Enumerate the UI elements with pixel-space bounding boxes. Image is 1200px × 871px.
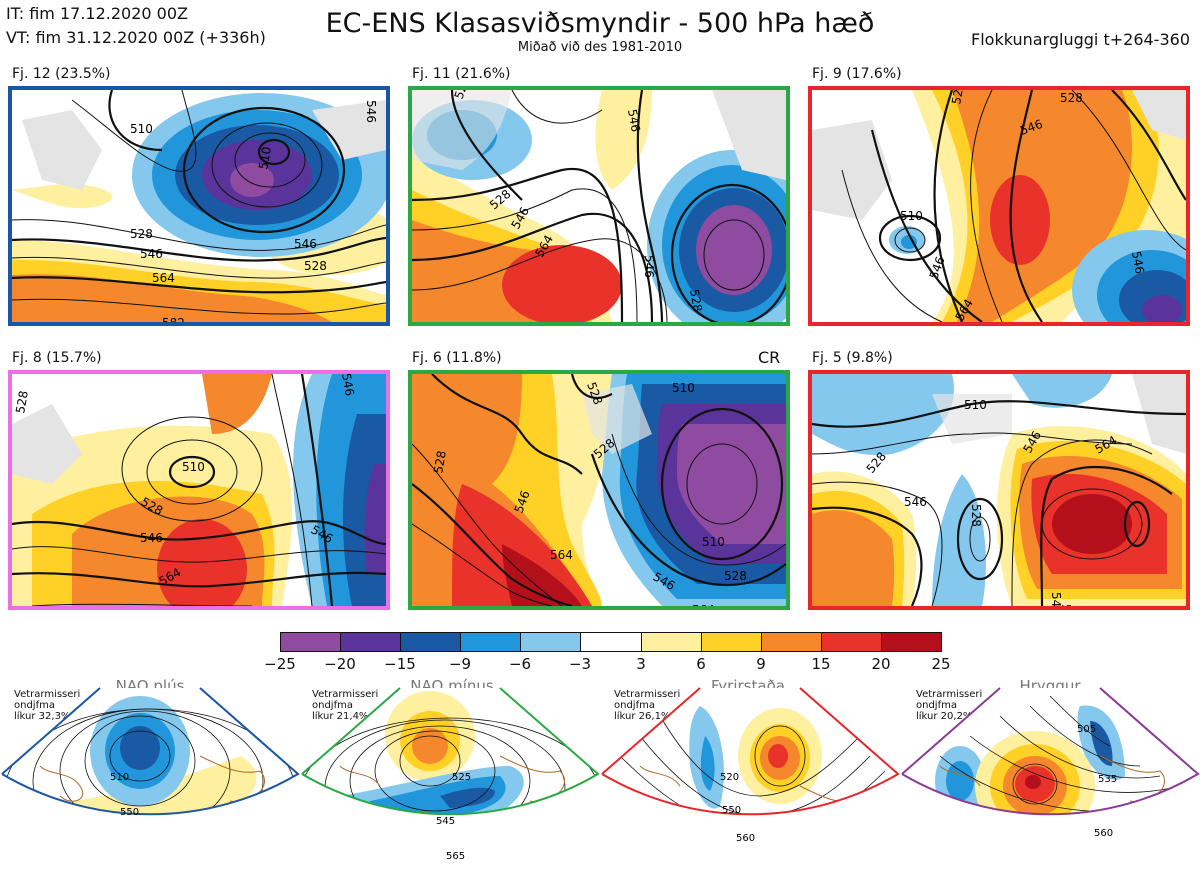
colorbar-tick: 9 — [756, 655, 766, 673]
panel-label-5: Fj. 6 (11.8%) — [412, 350, 502, 366]
contour-label: 546 — [364, 100, 378, 123]
panel-label-1: Fj. 12 (23.5%) — [12, 66, 111, 82]
regime-map-hryggur: 505 535 560 — [901, 687, 1200, 839]
contour-label: 528 — [130, 227, 153, 241]
regime-note-nao-minus: Vetrarmisseri ondjfma líkur 21,4% — [312, 689, 379, 722]
contour-label: 546 — [1129, 250, 1147, 275]
contour-label: 528 — [1060, 91, 1083, 105]
contour-label: 560 — [1094, 828, 1113, 839]
colorbar-swatch — [461, 633, 522, 651]
contour-label: 528 — [13, 390, 31, 415]
panel-cluster-11: 546 528 546 564 546 528 528 — [408, 86, 790, 326]
map-cluster-11: 546 528 546 564 546 528 528 — [412, 90, 786, 322]
regime-map-nao-minus: 525 545 565 — [301, 687, 600, 862]
contour-label: 510 — [256, 146, 274, 171]
regime-map-nao-plus: 510 550 — [1, 687, 300, 818]
contour-label: 520 — [720, 772, 739, 783]
colorbar-swatch — [881, 633, 942, 651]
colorbar-tick: −15 — [384, 655, 416, 673]
colorbar-swatch — [341, 633, 402, 651]
contour-label: 528 — [724, 569, 747, 583]
page-subtitle: Miðað við des 1981-2010 — [517, 40, 683, 55]
colorbar-swatch — [701, 633, 762, 651]
panel-label-6: Fj. 5 (9.8%) — [812, 350, 893, 366]
contour-label: 546 — [294, 237, 317, 251]
colorbar-tick: 6 — [696, 655, 706, 673]
colorbar-tick: 20 — [871, 655, 891, 673]
colorbar — [280, 632, 942, 652]
contour-label: 564 — [550, 548, 573, 562]
contour-label: 565 — [446, 851, 465, 862]
colorbar-swatch — [821, 633, 882, 651]
colorbar-tick: 25 — [931, 655, 951, 673]
classification-window: Flokkunargluggi t+264-360 — [971, 30, 1190, 49]
contour-label: 510 — [900, 209, 923, 223]
contour-label: 528 — [969, 504, 983, 527]
contour-label: 546 — [1049, 592, 1063, 606]
contour-label: 528 — [687, 288, 705, 313]
contour-label: 510 — [182, 460, 205, 474]
colorbar-swatch — [641, 633, 702, 651]
panel-cluster-9: 528 546 510 546 564 546 528 — [808, 86, 1190, 326]
regime-map-fyrirstada: 520 550 560 — [601, 687, 900, 844]
contour-label: 525 — [452, 772, 471, 783]
map-cluster-8: 528 510 528 546 564 546 546 — [12, 374, 386, 606]
panel-cluster-8: 528 510 528 546 564 546 546 — [8, 370, 390, 610]
contour-label: 510 — [110, 772, 129, 783]
contour-label: 560 — [736, 833, 755, 844]
contour-label: 582 — [162, 316, 185, 322]
panel-cluster-12: 510 528 546 564 582 546 528 510 546 — [8, 86, 390, 326]
colorbar-tick: −9 — [448, 655, 472, 673]
regime-note-nao-plus: Vetrarmisseri ondjfma líkur 32,3% — [14, 689, 81, 722]
panel-label-3: Fj. 9 (17.6%) — [812, 66, 902, 82]
contour-label: 546 — [904, 495, 927, 509]
regime-note-fyrirstada: Vetrarmisseri ondjfma líkur 26,1% — [614, 689, 681, 722]
contour-label: 510 — [702, 535, 725, 549]
contour-label: 546 — [140, 531, 163, 545]
panel-label-2: Fj. 11 (21.6%) — [412, 66, 511, 82]
contour-label: 546 — [642, 255, 656, 278]
contour-label: 564 — [152, 271, 175, 285]
contour-label: 550 — [722, 805, 741, 816]
contour-label: 528 — [949, 90, 967, 106]
colorbar-swatch — [581, 633, 642, 651]
contour-label: 510 — [130, 122, 153, 136]
colorbar-swatch — [281, 633, 342, 651]
cr-label: CR — [758, 348, 781, 367]
contour-label: 546 — [339, 374, 357, 397]
contour-label: 546 — [140, 247, 163, 261]
contour-label: 564 — [692, 603, 715, 606]
contour-label: 528 — [431, 450, 449, 475]
map-cluster-12: 510 528 546 564 582 546 528 510 546 — [12, 90, 386, 322]
initial-time: IT: fim 17.12.2020 00Z — [6, 4, 188, 23]
panel-cluster-6: 528 528 510 546 564 546 528 564 510 528 — [408, 370, 790, 610]
colorbar-tick: 15 — [811, 655, 831, 673]
contour-label: 545 — [436, 816, 455, 827]
colorbar-tick: −6 — [508, 655, 532, 673]
panel-label-4: Fj. 8 (15.7%) — [12, 350, 102, 366]
colorbar-swatch — [761, 633, 822, 651]
colorbar-tick: 3 — [636, 655, 646, 673]
contour-label: 564 — [1059, 604, 1073, 606]
contour-label: 550 — [120, 807, 139, 818]
contour-label: 546 — [625, 108, 643, 133]
regime-note-hryggur: Vetrarmisseri ondjfma líkur 20,2% — [916, 689, 983, 722]
contour-label: 510 — [672, 381, 695, 395]
contour-label: 528 — [452, 90, 473, 101]
map-cluster-6: 528 528 510 546 564 546 528 564 510 528 — [412, 374, 786, 606]
contour-label: 510 — [964, 398, 987, 412]
panel-cluster-5: 510 528 546 528 546 564 546 564 — [808, 370, 1190, 610]
contour-label: 505 — [1077, 724, 1096, 735]
map-cluster-9: 528 546 510 546 564 546 528 — [812, 90, 1186, 322]
contour-label: 528 — [304, 259, 327, 273]
valid-time: VT: fim 31.12.2020 00Z (+336h) — [6, 28, 266, 47]
colorbar-tick: −20 — [324, 655, 356, 673]
colorbar-tick: −25 — [264, 655, 296, 673]
contour-label: 535 — [1098, 774, 1117, 785]
colorbar-swatch — [521, 633, 582, 651]
colorbar-tick: −3 — [568, 655, 592, 673]
map-cluster-5: 510 528 546 528 546 564 546 564 — [812, 374, 1186, 606]
page-title: EC-ENS Klasasviðsmyndir - 500 hPa hæð — [325, 8, 875, 39]
colorbar-swatch — [401, 633, 462, 651]
